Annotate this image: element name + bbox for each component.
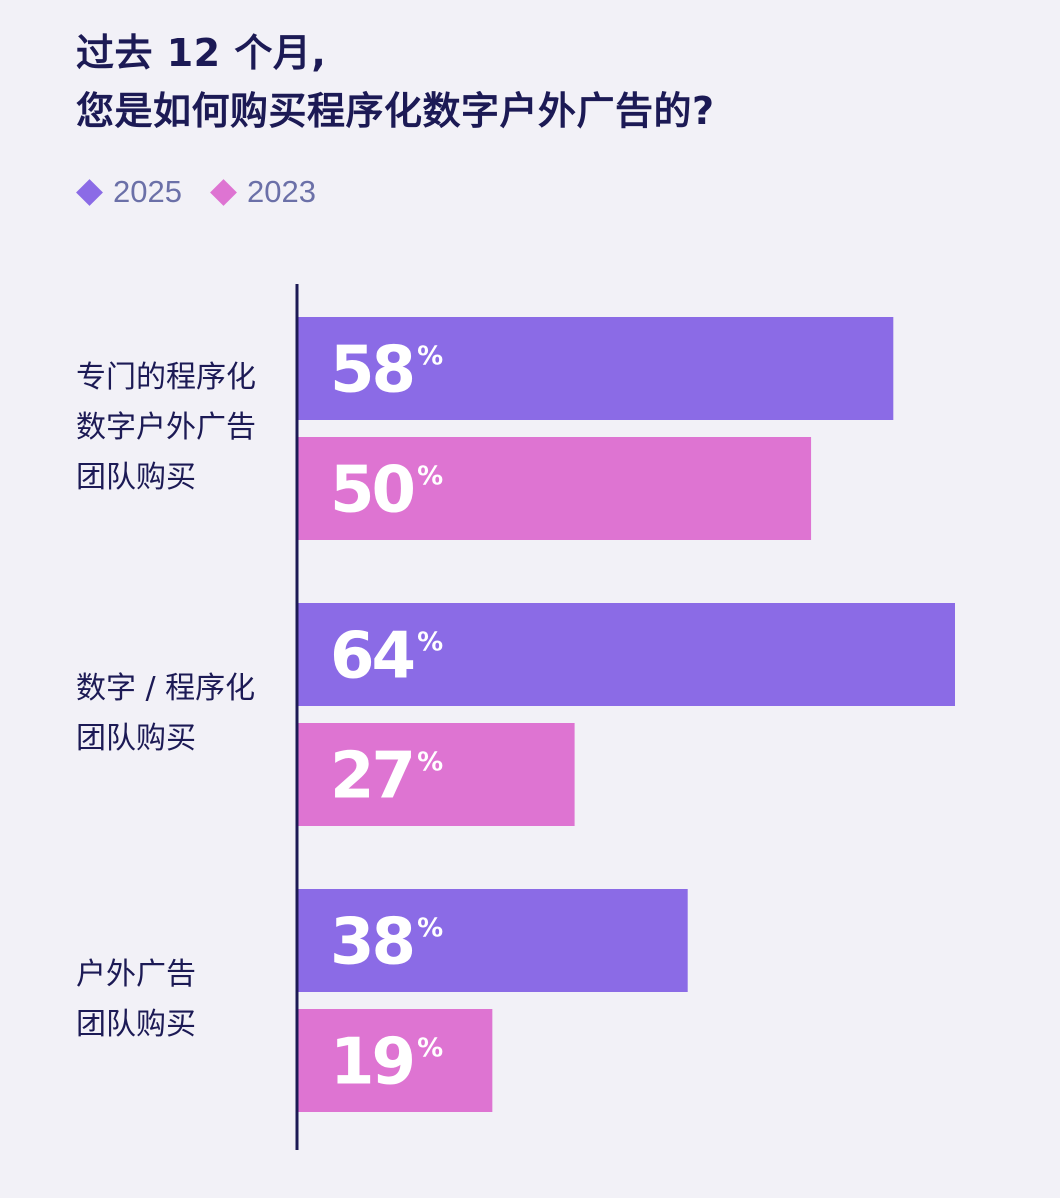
bar-value-unit: %	[417, 628, 443, 658]
category-label-line: 团队购买	[76, 721, 196, 756]
bar-value-unit: %	[417, 462, 443, 492]
bar-2025	[297, 317, 894, 420]
bar-2025	[297, 603, 955, 706]
legend-label-2023: 2023	[246, 174, 316, 209]
bar-value-unit: %	[417, 748, 443, 778]
legend-item-2025: 2025	[76, 174, 182, 210]
bar-value-unit: %	[417, 1034, 443, 1064]
bar-2023	[297, 723, 575, 826]
bar-2023	[297, 437, 812, 540]
legend-label-2025: 2025	[113, 174, 182, 209]
category-label-line: 专门的程序化	[76, 360, 256, 395]
chart-title: 过去 12 个月, 您是如何购买程序化数字户外广告的?	[76, 24, 715, 140]
category-label-line: 数字户外广告	[76, 410, 256, 445]
bar-2025	[297, 889, 688, 992]
legend-item-2023: 2023	[210, 174, 316, 210]
chart-title-line-2: 您是如何购买程序化数字户外广告的?	[76, 89, 715, 133]
category-label-line: 团队购买	[76, 460, 196, 495]
category-label-line: 户外广告	[76, 957, 196, 992]
bar-2023	[297, 1009, 493, 1112]
category-label-line: 数字 / 程序化	[76, 671, 255, 706]
legend: 2025 2023	[76, 172, 344, 212]
category-label-line: 团队购买	[76, 1007, 196, 1042]
bar-value-unit: %	[417, 342, 443, 372]
chart-title-line-1: 过去 12 个月,	[76, 31, 327, 75]
bar-value-unit: %	[417, 914, 443, 944]
